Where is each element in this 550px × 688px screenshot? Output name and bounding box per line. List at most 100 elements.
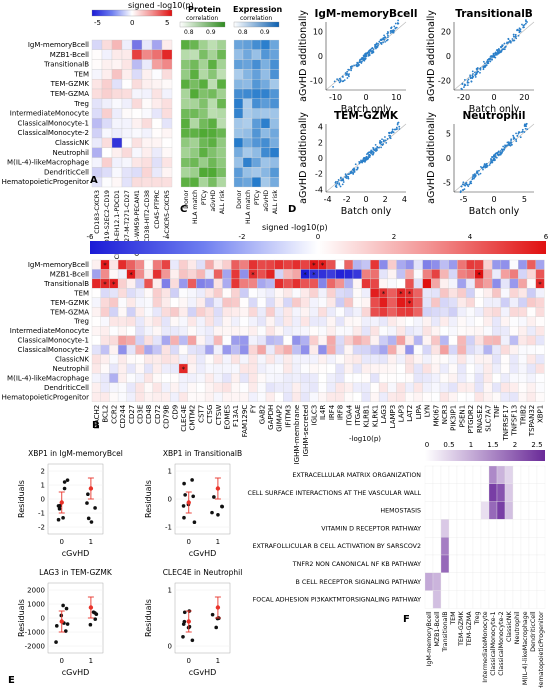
panel-b-cell bbox=[178, 325, 188, 336]
panel-d-point bbox=[469, 74, 472, 77]
panel-e-y-tick: -2000 bbox=[25, 643, 45, 651]
panel-e-point bbox=[61, 603, 65, 608]
panel-b-gene-label: XBP1 bbox=[537, 405, 545, 423]
panel-b-cell bbox=[439, 335, 449, 346]
panel-f-cell bbox=[520, 554, 530, 573]
panel-c-col-label: PTCy bbox=[201, 190, 208, 205]
panel-b-cell bbox=[309, 373, 319, 383]
panel-c-expression-cell bbox=[260, 177, 271, 188]
panel-e-point bbox=[93, 617, 98, 621]
panel-b-legend-tick: 2 bbox=[392, 233, 396, 241]
panel-b-cell bbox=[474, 325, 484, 336]
panel-b-cell bbox=[283, 392, 293, 402]
panel-d-point bbox=[479, 67, 482, 69]
panel-b-cell bbox=[370, 382, 380, 393]
panel-b-cell bbox=[439, 278, 449, 289]
panel-b-cell bbox=[387, 344, 397, 355]
panel-b-cell bbox=[387, 278, 397, 289]
panel-f-cell bbox=[512, 501, 522, 520]
panel-b-cell bbox=[465, 382, 475, 393]
panel-b-cell bbox=[500, 325, 510, 336]
panel-d-point bbox=[463, 188, 466, 190]
panel-a-colorbar bbox=[91, 9, 173, 17]
panel-d-point bbox=[361, 160, 364, 163]
panel-b-cell bbox=[326, 335, 336, 346]
panel-b-cell bbox=[361, 373, 371, 383]
panel-a-cell bbox=[111, 88, 123, 99]
panel-a-cell bbox=[161, 49, 173, 60]
panel-b-row-label: MZB1-Bcell bbox=[50, 270, 89, 278]
panel-b-cell bbox=[265, 363, 275, 374]
panel-d-point bbox=[371, 47, 374, 49]
panel-c-protein-cell bbox=[189, 49, 200, 60]
panel-c-expression-cell bbox=[260, 167, 271, 178]
panel-b-cell bbox=[483, 288, 493, 298]
panel-c-col-label: aGvHD bbox=[210, 190, 217, 212]
panel-b-cell bbox=[309, 288, 319, 298]
panel-b-cell bbox=[318, 335, 328, 346]
panel-b-cell bbox=[109, 269, 119, 280]
panel-b-cell bbox=[204, 297, 214, 308]
panel-b-cell bbox=[474, 344, 484, 355]
panel-a-cell bbox=[111, 137, 123, 148]
panel-b-cell bbox=[352, 278, 362, 289]
panel-d-point bbox=[340, 179, 343, 182]
panel-d-y-tick: 5 bbox=[446, 130, 451, 139]
panel-b-cell bbox=[117, 259, 127, 270]
panel-c-expression-cell bbox=[260, 69, 271, 80]
panel-b-cell bbox=[187, 392, 197, 402]
panel-d-point bbox=[501, 45, 504, 48]
panel-e-x-label: cGvHD bbox=[62, 668, 90, 677]
panel-b-cell bbox=[457, 363, 467, 374]
panel-b-cell bbox=[396, 354, 406, 365]
panel-b-cell bbox=[91, 392, 101, 402]
panel-b-cell bbox=[196, 288, 206, 298]
panel-b-cell bbox=[422, 307, 432, 317]
panel-f-cell bbox=[496, 590, 506, 609]
panel-c-protein-cell bbox=[189, 137, 200, 148]
panel-b-cell bbox=[213, 316, 223, 327]
panel-a-cell bbox=[151, 137, 163, 148]
panel-b-cell bbox=[500, 392, 510, 402]
panel-b-cell bbox=[213, 392, 223, 402]
panel-b-cell bbox=[213, 373, 223, 383]
panel-b-cell bbox=[335, 278, 345, 289]
panel-b-cell bbox=[283, 307, 293, 317]
panel-c-expression-cell bbox=[242, 118, 253, 129]
panel-a-cell bbox=[101, 167, 113, 178]
panel-d-point bbox=[338, 77, 341, 80]
panel-b-gene-label: ITGA4 bbox=[345, 404, 353, 426]
panel-b-cell bbox=[344, 269, 354, 280]
panel-f-cell bbox=[512, 483, 522, 502]
panel-d-point bbox=[367, 152, 369, 155]
panel-b-cell bbox=[361, 269, 371, 280]
panel-b-cell bbox=[370, 307, 380, 317]
panel-a-cell bbox=[111, 49, 123, 60]
panel-b-cell bbox=[370, 344, 380, 355]
panel-d-point bbox=[463, 78, 466, 81]
panel-a-row-label: Treg bbox=[73, 100, 89, 108]
panel-d-point bbox=[348, 75, 350, 78]
panel-b-cell bbox=[222, 373, 232, 383]
panel-b-cell bbox=[431, 354, 441, 365]
panel-c-expression-cell bbox=[260, 88, 271, 99]
panel-d-point bbox=[482, 66, 485, 68]
panel-b-cell bbox=[178, 335, 188, 346]
panel-f-cell bbox=[488, 537, 498, 556]
panel-b-cell bbox=[387, 259, 397, 270]
panel-d-point bbox=[510, 138, 513, 141]
panel-c-protein-cell bbox=[207, 39, 218, 50]
panel-f-cell bbox=[472, 519, 482, 538]
panel-d-point bbox=[388, 134, 391, 137]
panel-d-point bbox=[368, 156, 371, 159]
panel-a-row-label: HematopoieticProgenitor bbox=[2, 178, 89, 186]
panel-a-cell bbox=[131, 79, 143, 90]
panel-f-cell bbox=[512, 519, 522, 538]
panel-b-cell bbox=[126, 307, 136, 317]
panel-b-gene-label: GAB2 bbox=[258, 405, 266, 424]
panel-b-cell bbox=[274, 307, 284, 317]
panel-c-expression-cell bbox=[233, 88, 244, 99]
panel-b-cell bbox=[204, 325, 214, 336]
panel-a-cell bbox=[141, 79, 153, 90]
panel-b-cell bbox=[518, 382, 528, 393]
